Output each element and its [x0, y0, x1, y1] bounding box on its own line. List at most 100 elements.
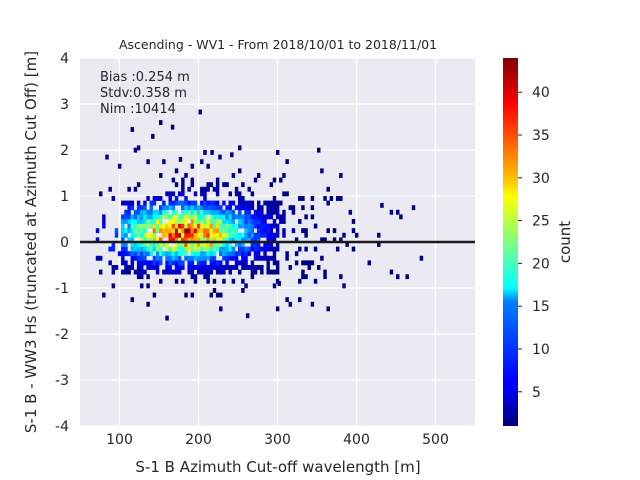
histogram-bin [389, 269, 394, 275]
histogram-bin [171, 191, 176, 197]
histogram-bin [241, 196, 245, 201]
histogram-bin [146, 246, 150, 252]
histogram-bin [181, 200, 185, 206]
histogram-bin [228, 265, 232, 270]
histogram-bin [174, 219, 179, 224]
histogram-bin [348, 209, 353, 215]
histogram-bin [244, 219, 248, 224]
histogram-bin [231, 173, 236, 178]
histogram-bin [102, 223, 106, 229]
histogram-bin [130, 251, 135, 257]
histogram-bin [304, 274, 308, 280]
histogram-bin [102, 214, 106, 220]
histogram-bin [250, 274, 255, 280]
histogram-bin [181, 228, 185, 234]
histogram-bin [165, 191, 169, 197]
histogram-bin [146, 237, 150, 243]
histogram-bin [367, 260, 372, 266]
histogram-bin [244, 246, 248, 252]
histogram-bin [200, 219, 204, 224]
histogram-bin [174, 255, 179, 261]
histogram-bin [196, 214, 201, 220]
histogram-bin [209, 246, 214, 252]
histogram-bin [291, 228, 296, 234]
histogram-bin [228, 219, 232, 224]
histogram-bin [250, 219, 255, 224]
histogram-bin [269, 242, 274, 247]
histogram-bin [127, 209, 131, 215]
histogram-bin [133, 186, 138, 192]
histogram-bin [250, 223, 255, 229]
histogram-bin [196, 223, 201, 229]
histogram-bin [282, 232, 286, 238]
histogram-bin [231, 251, 236, 257]
histogram-bin [140, 274, 144, 280]
histogram-bin [419, 255, 424, 261]
histogram-bin [177, 265, 182, 270]
histogram-bin [187, 209, 191, 215]
histogram-bin [260, 265, 264, 270]
histogram-bin [215, 182, 220, 188]
histogram-bin [168, 223, 172, 229]
histogram-bin [209, 260, 214, 266]
histogram-bin [168, 237, 172, 243]
histogram-bin [190, 274, 195, 280]
histogram-bin [326, 306, 330, 312]
colorbar-tick-label: 15 [532, 299, 550, 315]
histogram-bin [215, 232, 220, 238]
histogram-bin [228, 209, 232, 215]
histogram-bin [155, 214, 160, 220]
histogram-bin [136, 209, 141, 215]
histogram-bin [272, 177, 277, 183]
histogram-bin [187, 223, 191, 229]
histogram-bin [146, 301, 150, 307]
histogram-bin [222, 269, 226, 275]
histogram-bin [222, 200, 226, 206]
histogram-bin [203, 255, 207, 261]
histogram-bin [200, 209, 204, 215]
histogram-bin [146, 283, 150, 289]
histogram-bin [193, 219, 198, 224]
histogram-bin [215, 223, 220, 229]
histogram-bin [212, 186, 217, 192]
histogram-bin [136, 260, 141, 266]
histogram-bin [234, 186, 239, 192]
histogram-bin [124, 214, 128, 220]
histogram-bin [241, 251, 245, 257]
histogram-bin [215, 214, 220, 220]
histogram-bin [178, 156, 183, 162]
histogram-bin [377, 232, 381, 238]
histogram-bin [181, 260, 185, 266]
histogram-bin [155, 260, 160, 266]
histogram-bin [130, 205, 135, 211]
histogram-bin [282, 219, 286, 224]
histogram-bin [405, 274, 409, 280]
histogram-bin [136, 200, 141, 206]
histogram-bin [294, 251, 299, 257]
histogram-bin [222, 242, 226, 247]
histogram-bin [234, 205, 239, 211]
histogram-bin [171, 255, 176, 261]
histogram-bin [171, 200, 176, 206]
histogram-bin [215, 292, 220, 298]
histogram-bin [168, 232, 172, 238]
histogram-bin [209, 205, 214, 211]
histogram-bin [228, 214, 232, 220]
histogram-bin [304, 246, 308, 252]
histogram-bin [241, 182, 245, 188]
histogram-bin [206, 223, 210, 229]
histogram-bin [155, 265, 160, 270]
histogram-bin [127, 265, 131, 270]
histogram-bin [396, 274, 400, 280]
histogram-bin [121, 219, 125, 224]
histogram-bin [200, 251, 204, 257]
histogram-bin [184, 246, 188, 252]
histogram-bin [143, 223, 147, 229]
histogram-bin [162, 214, 166, 220]
histogram-bin [215, 186, 220, 192]
histogram-bin [121, 232, 125, 238]
histogram-bin [247, 205, 251, 211]
histogram-bin [310, 196, 315, 201]
histogram-bin [171, 214, 176, 220]
